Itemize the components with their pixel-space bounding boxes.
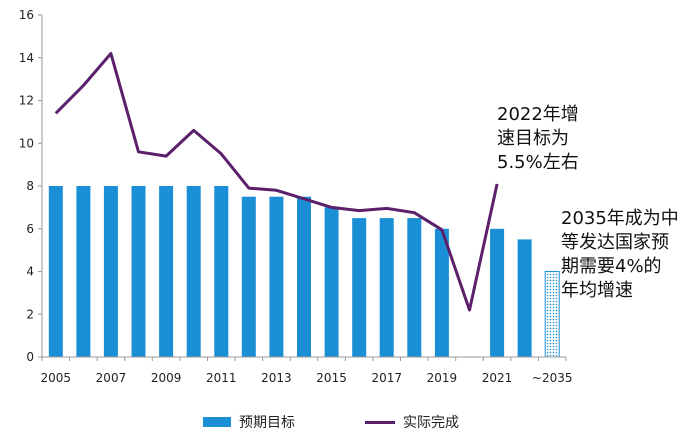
y-tick-label: 16	[19, 8, 34, 22]
bar-2021	[490, 228, 505, 358]
x-tick-label: 2015	[316, 371, 347, 385]
y-tick-label: 14	[19, 51, 34, 65]
legend-line-label: 实际完成	[403, 415, 459, 431]
bar-2011	[214, 186, 229, 357]
annotation-line: 年均增速	[561, 280, 633, 301]
bar-2019	[434, 228, 449, 358]
y-tick-label: 4	[26, 265, 34, 279]
annotation-2022-target: 2022年增 速目标为 5.5%左右	[497, 103, 579, 175]
bar-2008	[131, 186, 146, 357]
annotation-line: 2035年成为中	[561, 208, 679, 229]
y-tick-label: 6	[26, 222, 34, 236]
x-tick-label: 2017	[371, 371, 402, 385]
bar-2009	[159, 186, 174, 357]
legend-line-swatch	[365, 420, 395, 424]
annotation-line: 5.5%左右	[497, 152, 579, 173]
bar-2022	[517, 239, 532, 357]
annotation-line: 等发达国家预	[561, 232, 669, 253]
bar-2010	[186, 186, 201, 357]
x-tick-label: 2011	[206, 371, 237, 385]
legend-bar-label: 预期目标	[239, 415, 295, 431]
x-tick-label: 2013	[261, 371, 292, 385]
bar-2007	[103, 186, 118, 357]
x-tick-label: 2007	[96, 371, 127, 385]
bar-2013	[269, 196, 284, 357]
bar-~2035	[544, 271, 560, 358]
bar-2005	[48, 186, 63, 357]
bar-2017	[379, 218, 394, 357]
legend-item-line: 实际完成	[365, 412, 459, 432]
y-tick-label: 10	[19, 136, 34, 150]
legend-item-bar: 预期目标	[203, 412, 295, 432]
annotation-line: 期需要4%的	[561, 256, 662, 277]
bar-2014	[297, 196, 311, 357]
bar-2006	[76, 186, 91, 357]
x-tick-label: ~2035	[532, 371, 573, 385]
annotation-2035-target: 2035年成为中 等发达国家预 期需要4%的 年均增速	[561, 207, 679, 303]
y-tick-label: 12	[19, 94, 34, 108]
bar-2016	[352, 218, 367, 357]
x-tick-label: 2009	[151, 371, 182, 385]
x-tick-label: 2021	[482, 371, 513, 385]
legend-bar-swatch	[203, 417, 231, 427]
annotation-line: 2022年增	[497, 104, 579, 125]
x-tick-label: 2019	[427, 371, 458, 385]
x-tick-label: 2005	[41, 371, 72, 385]
bar-2018	[407, 218, 422, 357]
annotation-line: 速目标为	[497, 128, 569, 149]
y-tick-label: 0	[26, 350, 34, 364]
y-tick-label: 2	[26, 307, 34, 321]
y-tick-label: 8	[26, 179, 34, 193]
bar-2012	[241, 196, 256, 357]
bar-2015	[324, 207, 339, 357]
